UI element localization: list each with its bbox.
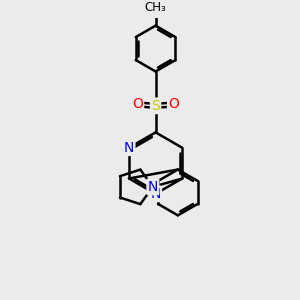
Text: N: N [148,180,158,194]
Text: N: N [124,141,134,155]
Text: O: O [168,98,179,111]
Text: CH₃: CH₃ [145,1,166,14]
Text: O: O [132,98,143,111]
Text: N: N [150,187,161,201]
Text: S: S [151,99,160,113]
